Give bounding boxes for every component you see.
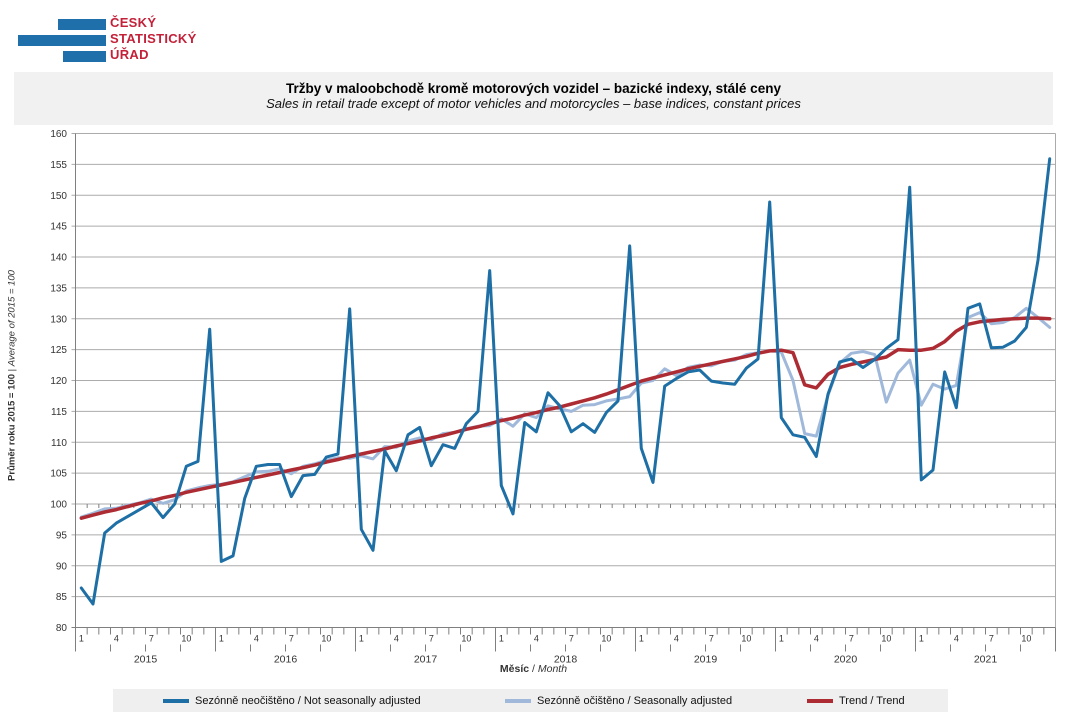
legend-item-not-seasonally-adjusted: Sezónně neočištěno / Not seasonally adju… — [163, 689, 421, 712]
logo-bar-bottom — [63, 51, 106, 62]
month-tick-label: 1 — [219, 634, 224, 644]
y-tick-label-145: 145 — [50, 222, 67, 233]
y-tick-label-110: 110 — [51, 438, 67, 449]
month-tick-label: 4 — [534, 634, 539, 644]
month-tick-label: 7 — [569, 634, 574, 644]
month-tick-label: 7 — [709, 634, 714, 644]
series-line-nsa — [79, 157, 1052, 606]
month-tick-label: 1 — [79, 634, 84, 644]
y-tick-label-150: 150 — [50, 191, 67, 202]
month-tick-label: 4 — [254, 634, 259, 644]
y-tick-label-105: 105 — [50, 469, 67, 480]
legend-label-seasonally-adjusted: Sezónně očištěno / Seasonally adjusted — [537, 694, 733, 707]
month-tick-label: 7 — [149, 634, 154, 644]
logo-text-line2: STATISTICKÝ — [110, 31, 197, 46]
month-tick-label: 7 — [849, 634, 854, 644]
year-label-2019: 2019 — [694, 654, 718, 666]
chart-title-czech: Tržby v maloobchodě kromě motorových voz… — [286, 81, 781, 96]
y-tick-label-135: 135 — [50, 283, 67, 294]
month-tick-label: 1 — [359, 634, 364, 644]
chart-title-bar: Tržby v maloobchodě kromě motorových voz… — [14, 72, 1053, 125]
y-tick-label-100: 100 — [50, 500, 67, 511]
month-tick-label: 10 — [461, 634, 471, 644]
month-tick-label: 7 — [989, 634, 994, 644]
series-line-sa — [79, 306, 1052, 519]
x-axis-label-czech: Měsíc — [499, 663, 530, 675]
chart-plot-area: 8085909510010511011512012513013514014515… — [50, 130, 1056, 666]
legend-swatch-trend — [807, 698, 833, 703]
x-axis-label: Měsíc / Month — [0, 663, 1067, 675]
y-tick-label-95: 95 — [56, 530, 68, 541]
logo-text-line3: ÚŘAD — [110, 47, 149, 62]
legend-swatch-seasonally-adjusted — [505, 698, 531, 703]
y-tick-label-140: 140 — [50, 253, 67, 264]
month-tick-label: 10 — [181, 634, 191, 644]
x-axis-label-separator: / — [529, 663, 538, 675]
month-tick-label: 10 — [321, 634, 331, 644]
chart-legend: Sezónně neočištěno / Not seasonally adju… — [113, 689, 948, 712]
year-label-2016: 2016 — [274, 654, 298, 666]
month-tick-label: 4 — [674, 634, 679, 644]
month-tick-label: 1 — [499, 634, 504, 644]
month-tick-label: 1 — [639, 634, 644, 644]
month-tick-label: 1 — [919, 634, 924, 644]
y-tick-label-85: 85 — [56, 592, 68, 603]
chart-title-english: Sales in retail trade except of motor ve… — [266, 96, 801, 111]
month-tick-label: 1 — [779, 634, 784, 644]
legend-label-not-seasonally-adjusted: Sezónně neočištěno / Not seasonally adju… — [195, 694, 421, 707]
logo-text-line1: ČESKÝ — [110, 15, 157, 30]
logo-bar-middle — [18, 35, 106, 46]
y-axis-label-english: Average of 2015 = 100 — [6, 270, 18, 367]
y-axis-label-separator: | — [6, 366, 18, 375]
y-tick-label-80: 80 — [56, 623, 68, 634]
series-line-trend — [79, 316, 1052, 520]
month-tick-label: 4 — [394, 634, 399, 644]
year-label-2018: 2018 — [554, 654, 578, 666]
y-tick-label-155: 155 — [50, 160, 67, 171]
czso-logo: ČESKÝ STATISTICKÝ ÚŘAD — [0, 0, 260, 70]
y-tick-label-130: 130 — [50, 314, 67, 325]
month-tick-label: 7 — [429, 634, 434, 644]
logo-bar-top — [58, 19, 106, 30]
legend-item-seasonally-adjusted: Sezónně očištěno / Seasonally adjusted — [505, 689, 732, 712]
month-tick-label: 10 — [881, 634, 891, 644]
month-tick-label: 10 — [741, 634, 751, 644]
year-label-2020: 2020 — [834, 654, 858, 666]
y-tick-label-115: 115 — [51, 407, 67, 418]
y-tick-label-125: 125 — [50, 345, 67, 356]
y-axis-label: Průměr roku 2015 = 100 | Average of 2015… — [7, 206, 18, 546]
x-axis-label-english: Month — [537, 663, 568, 675]
logo-text: ČESKÝ STATISTICKÝ ÚŘAD — [110, 15, 197, 63]
y-tick-label-90: 90 — [56, 561, 68, 572]
year-label-2015: 2015 — [134, 654, 158, 666]
month-tick-label: 4 — [954, 634, 959, 644]
month-tick-label: 7 — [289, 634, 294, 644]
y-tick-label-160: 160 — [50, 130, 67, 140]
month-tick-label: 4 — [114, 634, 119, 644]
y-tick-label-120: 120 — [50, 376, 67, 387]
month-tick-label: 10 — [1021, 634, 1031, 644]
y-axis-label-czech: Průměr roku 2015 = 100 — [6, 374, 18, 481]
month-tick-label: 10 — [601, 634, 611, 644]
legend-item-trend: Trend / Trend — [807, 689, 905, 712]
legend-swatch-not-seasonally-adjusted — [163, 698, 189, 703]
month-tick-label: 4 — [814, 634, 819, 644]
year-label-2017: 2017 — [414, 654, 438, 666]
legend-label-trend: Trend / Trend — [839, 694, 905, 707]
year-label-2021: 2021 — [974, 654, 998, 666]
